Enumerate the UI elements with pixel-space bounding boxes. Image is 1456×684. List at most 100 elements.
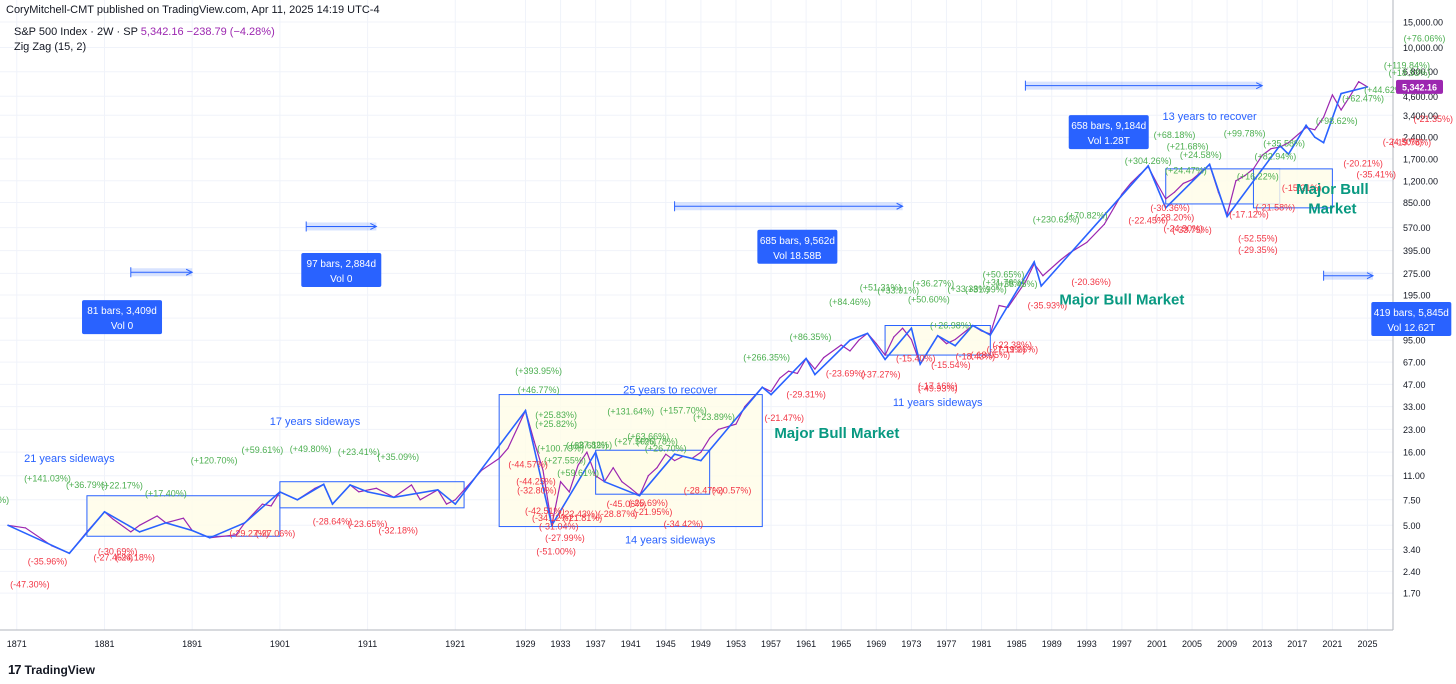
zigzag-pivot [366, 491, 369, 493]
x-tick-label: 2005 [1182, 639, 1202, 649]
price-point [910, 338, 912, 341]
price-point [358, 491, 360, 493]
pivot-label: (-32.80%) [517, 485, 557, 495]
y-tick-label: 1,200.00 [1403, 176, 1438, 186]
price-point [673, 459, 676, 462]
pivot-label: (-24.90%) [1164, 224, 1204, 234]
zigzag-pivot [638, 494, 641, 497]
zigzag-pivot [910, 327, 913, 329]
price-point [586, 451, 588, 453]
price-point [1235, 180, 1237, 182]
x-tick-label: 2013 [1252, 639, 1272, 649]
zigzag-pivot [1033, 261, 1035, 263]
zigzag-pivot [7, 524, 9, 527]
pivot-label: (+49.80%) [290, 444, 332, 454]
pivot-label: 0.00%) [0, 495, 9, 505]
pivot-label: (-34.12%) [532, 513, 572, 523]
pivot-label: (+62.47%) [1342, 93, 1384, 103]
measure-arrow [896, 202, 904, 210]
zigzag-pivot [1314, 136, 1316, 138]
pivot-label: (+70.82%) [1066, 211, 1108, 221]
price-point [375, 487, 377, 489]
zigzag-pivot [1278, 144, 1281, 147]
price-point [454, 499, 456, 501]
range-box [86, 495, 281, 537]
price-point [665, 453, 667, 455]
price-point [1191, 179, 1193, 181]
tradingview-logo-icon: 17 [8, 662, 22, 677]
pivot-label: (+26.78%) [636, 436, 678, 446]
x-tick-label: 2025 [1357, 639, 1377, 649]
y-tick-label: 4,600.00 [1403, 92, 1438, 102]
price-point [270, 505, 272, 507]
annotation-text: 13 years to recover [1163, 111, 1257, 123]
y-tick-label: 7.50 [1403, 495, 1421, 505]
zigzag-pivot [436, 488, 439, 491]
price-point [779, 377, 781, 379]
zigzag-pivot [673, 453, 676, 455]
zigzag-pivot [700, 459, 702, 462]
pivot-label: (+120.70%) [191, 456, 238, 466]
zigzag-pivot [138, 531, 141, 533]
pivot-label: (+25.82%) [535, 419, 577, 429]
tradingview-branding[interactable]: 17 TradingView [8, 662, 95, 677]
price-point [717, 428, 720, 430]
y-tick-label: 10,000.00 [1403, 43, 1443, 53]
x-tick-label: 1945 [656, 639, 676, 649]
pivot-label: (-17.12%) [1229, 210, 1269, 220]
price-point [410, 484, 413, 486]
zigzag-line [7, 86, 1368, 555]
pivot-label: (+50.60%) [908, 295, 950, 305]
price-point [1042, 275, 1044, 277]
pivot-label: (+25.83%) [535, 410, 577, 420]
pivot-label: (+16.22%) [1237, 172, 1279, 182]
y-tick-label: 6,800.00 [1403, 67, 1438, 77]
measure-text-2: Vol 12.62T [1387, 323, 1435, 334]
price-point [1182, 182, 1184, 185]
price-point [1165, 198, 1167, 200]
x-tick-label: 1929 [515, 639, 535, 649]
price-point [1130, 182, 1132, 185]
pivot-label: (+84.46%) [829, 297, 871, 307]
pivot-label: (-44.57%) [508, 459, 548, 469]
pivot-label: (-30.36%) [1150, 203, 1190, 213]
zigzag-pivot [761, 386, 764, 388]
price-point [542, 469, 544, 471]
x-tick-label: 1985 [1007, 639, 1027, 649]
pivot-label: (-23.69%) [826, 368, 866, 378]
price-point [156, 515, 158, 517]
price-point [945, 342, 948, 345]
zigzag-pivot [165, 522, 167, 524]
price-point [533, 440, 535, 442]
annotation-text: Major Bull Market [1059, 292, 1184, 309]
x-tick-label: 1953 [726, 639, 746, 649]
measure-arrow [370, 223, 378, 230]
pivot-label: (+27.55%) [544, 456, 586, 466]
pivot-label: (-27.99%) [545, 533, 585, 543]
pivot-label: (-15.40%) [896, 354, 936, 364]
pivot-label: (+27.50%) [614, 436, 656, 446]
y-tick-label: 3,400.00 [1403, 111, 1438, 121]
pivot-label: (-35.41%) [1356, 169, 1396, 179]
y-tick-label: 1.70 [1403, 589, 1421, 599]
pivot-label: (+24.58%) [1180, 150, 1222, 160]
indicator-legend[interactable]: Zig Zag (15, 2) [14, 41, 87, 53]
x-tick-label: 1973 [901, 639, 921, 649]
price-point [1287, 142, 1290, 144]
pivot-label: (+21.68%) [1167, 141, 1209, 151]
zigzag-pivot [814, 373, 816, 376]
pivot-label: (+82.94%) [1254, 151, 1296, 161]
price-point [875, 342, 877, 345]
y-tick-label: 5.00 [1403, 521, 1421, 531]
y-tick-label: 570.00 [1403, 223, 1431, 233]
range-box [1252, 168, 1333, 209]
price-point [884, 354, 886, 356]
publisher-line: CoryMitchell-CMT published on TradingVie… [6, 4, 380, 16]
annotation-text: Major Bull Market [774, 425, 899, 442]
price-point [130, 531, 132, 533]
y-tick-label: 47.00 [1403, 380, 1426, 390]
annotation-text: 25 years to recover [623, 384, 717, 396]
pivot-label: (-21.47%) [764, 413, 804, 423]
annotation-text: Major Bull [1296, 181, 1369, 198]
